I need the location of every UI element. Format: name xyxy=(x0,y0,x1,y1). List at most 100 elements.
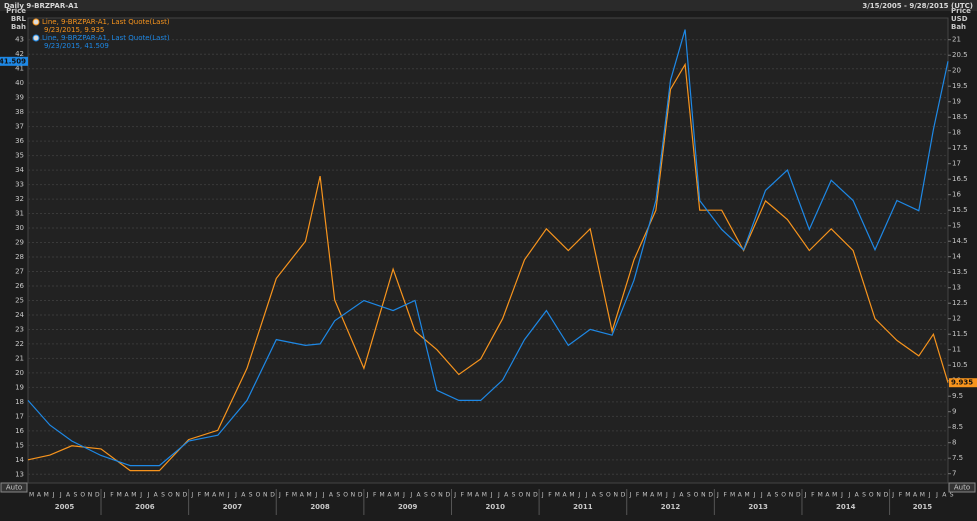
y-tick-label: 27 xyxy=(15,268,24,276)
y2-tick-label: 16.5 xyxy=(952,175,968,183)
month-label: S xyxy=(424,492,428,499)
month-label: D xyxy=(183,492,188,499)
y2-tick-label: 9 xyxy=(952,408,956,416)
y2-tick-label: 8 xyxy=(952,439,956,447)
y-tick-label: 14 xyxy=(15,456,24,464)
y2-tick-label: 11.5 xyxy=(952,330,968,338)
year-label: 2013 xyxy=(748,503,768,511)
month-label: A xyxy=(679,492,684,499)
month-label: A xyxy=(650,492,655,499)
month-label: N xyxy=(263,492,268,499)
month-label: M xyxy=(292,492,297,499)
y-tick-label: 17 xyxy=(15,412,24,420)
month-label: J xyxy=(147,492,150,499)
month-label: M xyxy=(204,492,209,499)
month-label: A xyxy=(387,492,392,499)
month-label: J xyxy=(490,492,493,499)
y2-tick-label: 13 xyxy=(952,284,961,292)
y-tick-label: 29 xyxy=(15,239,24,247)
series-line xyxy=(27,29,949,467)
month-label: N xyxy=(789,492,794,499)
month-label: N xyxy=(613,492,618,499)
y-tick-label: 26 xyxy=(15,282,24,290)
y2-tick-label: 17.5 xyxy=(952,144,968,152)
last-value-box xyxy=(0,56,28,66)
month-label: J xyxy=(366,492,369,499)
year-label: 2010 xyxy=(486,503,506,511)
month-label: F xyxy=(636,492,640,499)
legend-detail: 9/23/2015, 9.935 xyxy=(44,26,104,34)
month-label: O xyxy=(606,492,611,499)
year-label: 2012 xyxy=(661,503,681,511)
year-label: 2011 xyxy=(573,503,593,511)
y2-tick-label: 7 xyxy=(952,470,956,478)
year-label: 2015 xyxy=(913,503,933,511)
month-label: A xyxy=(475,492,480,499)
y-tick-label: 23 xyxy=(15,325,24,333)
month-label: O xyxy=(431,492,436,499)
month-label: F xyxy=(811,492,815,499)
month-label: J xyxy=(760,492,763,499)
month-label: O xyxy=(80,492,85,499)
month-label: J xyxy=(585,492,588,499)
y2-tick-label: 16 xyxy=(952,191,961,199)
month-label: J xyxy=(804,492,807,499)
y2-tick-label: 10.5 xyxy=(952,361,968,369)
month-label: S xyxy=(774,492,778,499)
month-label: D xyxy=(533,492,538,499)
month-label: S xyxy=(336,492,340,499)
month-label: M xyxy=(29,492,34,499)
month-label: M xyxy=(394,492,399,499)
auto-button xyxy=(0,482,28,493)
month-label: O xyxy=(343,492,348,499)
plot-area xyxy=(27,17,949,484)
month-label: D xyxy=(621,492,626,499)
month-label: O xyxy=(781,492,786,499)
month-label: M xyxy=(117,492,122,499)
y2-axis-label: USD xyxy=(951,15,968,23)
month-label: D xyxy=(445,492,450,499)
year-label: 2009 xyxy=(398,503,418,511)
month-label: J xyxy=(139,492,142,499)
month-label: J xyxy=(453,492,456,499)
month-label: A xyxy=(592,492,597,499)
month-label: M xyxy=(730,492,735,499)
y-tick-label: 13 xyxy=(15,470,24,478)
y2-tick-label: 19.5 xyxy=(952,82,968,90)
y-tick-label: 19 xyxy=(15,383,24,391)
y-tick-label: 40 xyxy=(15,79,24,87)
month-label: D xyxy=(270,492,275,499)
month-label: O xyxy=(518,492,523,499)
month-label: F xyxy=(724,492,728,499)
month-label: M xyxy=(44,492,49,499)
y-axis-label: Price xyxy=(6,7,26,15)
last-value-label: 41.509 xyxy=(0,57,26,65)
month-label: A xyxy=(855,492,860,499)
y-tick-label: 35 xyxy=(15,152,24,160)
month-label: N xyxy=(701,492,706,499)
auto-button-label: Auto xyxy=(954,484,970,492)
month-label: N xyxy=(876,492,881,499)
month-label: O xyxy=(168,492,173,499)
legend-name: Line, 9-BRZPAR-A1, Last Quote(Last) xyxy=(42,18,170,26)
month-label: S xyxy=(74,492,78,499)
month-label: O xyxy=(869,492,874,499)
y2-tick-label: 21 xyxy=(952,36,961,44)
month-label: J xyxy=(665,492,668,499)
y-tick-label: 21 xyxy=(15,354,24,362)
month-label: D xyxy=(358,492,363,499)
month-label: A xyxy=(825,492,830,499)
month-label: N xyxy=(88,492,93,499)
month-label: N xyxy=(526,492,531,499)
y2-tick-label: 9.5 xyxy=(952,392,963,400)
y2-tick-label: 13.5 xyxy=(952,268,968,276)
month-label: J xyxy=(227,492,230,499)
month-label: M xyxy=(306,492,311,499)
y2-tick-label: 19 xyxy=(952,98,961,106)
month-label: A xyxy=(417,492,422,499)
y2-tick-label: 18.5 xyxy=(952,113,968,121)
y-tick-label: 18 xyxy=(15,398,24,406)
month-label: O xyxy=(256,492,261,499)
month-label: N xyxy=(438,492,443,499)
month-label: M xyxy=(818,492,823,499)
